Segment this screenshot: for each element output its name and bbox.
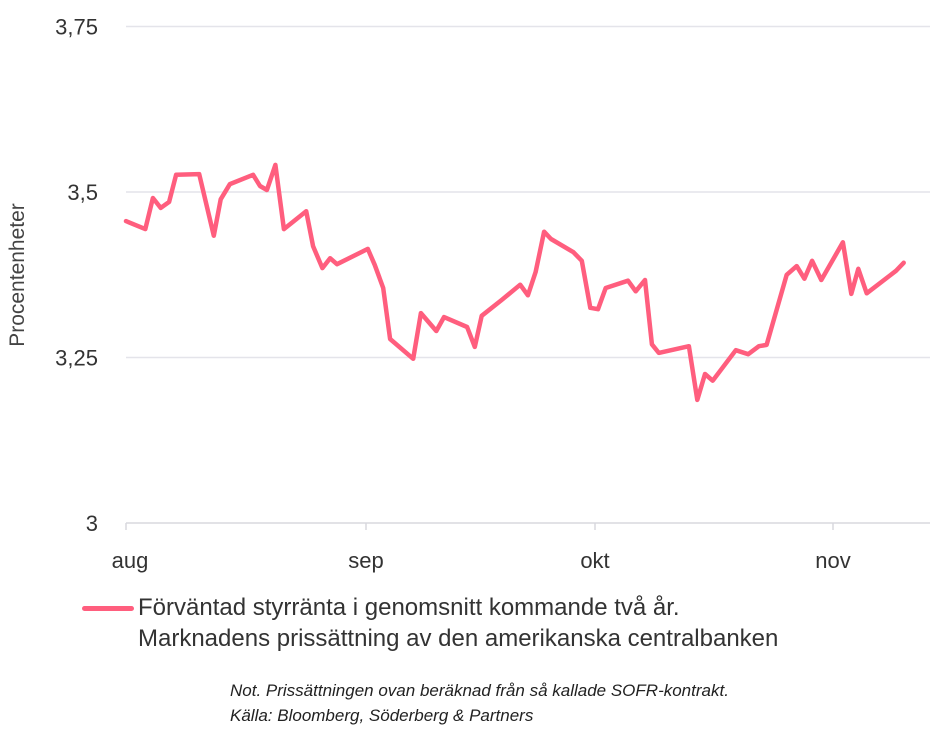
gridlines (126, 25, 930, 359)
x-tick-label: okt (580, 548, 609, 573)
x-axis: aug sep okt nov (112, 522, 930, 573)
y-tick-label: 3,75 (55, 15, 98, 40)
legend-line-1: Förväntad styrränta i genomsnitt kommand… (138, 594, 680, 621)
y-axis-ticks: 3 3,25 3,5 3,75 (55, 15, 98, 537)
note-text: Not. Prissättningen ovan beräknad från s… (230, 681, 729, 700)
series-line (123, 162, 906, 403)
y-tick-label: 3,25 (55, 346, 98, 371)
x-tick-label: nov (815, 548, 850, 573)
line-chart: 3 3,25 3,5 3,75 aug sep okt nov Procentenheter (6, 15, 930, 573)
source-text: Källa: Bloomberg, Söderberg & Partners (230, 706, 534, 725)
y-axis-label: Procentenheter (6, 203, 29, 347)
y-tick-label: 3 (86, 511, 98, 536)
x-tick-label: aug (112, 548, 149, 573)
legend-swatch (82, 606, 134, 611)
x-tick-label: sep (348, 548, 383, 573)
y-tick-label: 3,5 (67, 180, 98, 205)
source-note: Not. Prissättningen ovan beräknad från s… (230, 678, 729, 728)
legend-line-2: Marknadens prissättning av den amerikans… (138, 625, 779, 652)
legend: Förväntad styrränta i genomsnitt kommand… (138, 592, 778, 654)
series-polyline (123, 162, 906, 403)
